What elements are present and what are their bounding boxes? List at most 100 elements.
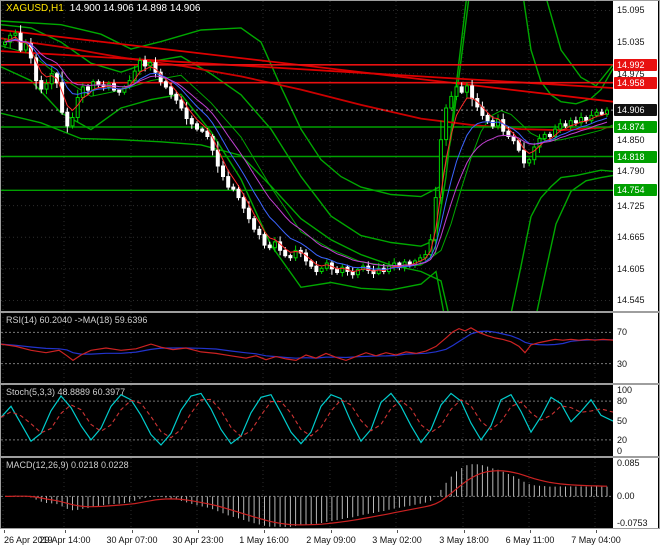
time-axis[interactable]: 26 Apr 2019 29 Apr 14:00 30 Apr 07:00 30 Ap… [1,530,659,550]
time-tick [464,530,465,533]
stochastic-canvas[interactable] [1,385,613,456]
rsi-axis[interactable]: 70 30 [613,313,658,383]
candle-body [464,85,469,93]
rsi-panel: 70 30 RSI(14) 60.2040 ->MA(18) 59.6396 [1,313,659,383]
candle-body [34,57,39,82]
time-tick [4,530,5,533]
chart-ohlc-quote: 14.900 14.906 14.898 14.906 [69,3,201,14]
time-label: 29 Apr 14:00 [39,535,91,545]
stoch-scale-label: 20 [617,435,628,445]
candle-body [584,117,589,122]
candle-body [454,86,459,97]
stoch-scale-label: 0 [617,446,623,456]
candle-body [314,265,319,273]
candle-body [179,99,184,109]
resistance-price-badge: 14.992 [614,59,657,71]
rsi-canvas[interactable] [1,313,613,383]
time-label: 3 May 02:00 [372,535,422,545]
candle-body [605,109,609,115]
candle-body [553,128,558,138]
price-grid-label: 14.975 [617,69,645,79]
support-price-badge: 14.818 [614,151,657,163]
main-chart-panel: 15.095 15.035 14.975 14.850 14.790 14.725 14.6… [1,1,659,311]
candle-body [44,83,49,90]
time-label: 26 Apr 2019 [4,535,53,545]
candle-body [241,197,246,209]
candle-body [267,244,272,249]
candle-body [490,120,495,127]
rsi-scale-label: 70 [617,327,628,337]
candle-body [169,86,174,95]
price-axis[interactable]: 15.095 15.035 14.975 14.850 14.790 14.725 14.6… [613,1,658,311]
bollinger-band [1,112,613,311]
candle-body [438,139,443,199]
candle-body [86,86,90,91]
candle-body [527,159,532,164]
candle-body [236,188,241,199]
price-grid-label: 14.850 [617,135,645,145]
time-label: 2 May 09:00 [306,535,356,545]
candle-body [573,120,578,124]
candle-body [257,228,262,236]
candle-body [309,260,314,267]
candle-body [215,149,220,167]
candle-body [252,218,257,230]
candle-body [49,73,54,85]
time-tick [397,530,398,533]
candle-body [283,249,288,257]
macd-scale-label: 0.00 [617,491,635,501]
trendline[interactable] [1,29,613,103]
stochastic-axis[interactable]: 100 80 50 20 0 [613,385,658,456]
candle-body [506,130,511,137]
candle-body [80,86,85,98]
candle-body [428,239,433,256]
candle-body [137,60,142,72]
candle-body [143,60,148,67]
candle-body [189,118,194,125]
time-label: 30 Apr 23:00 [172,535,224,545]
candle-body [288,255,293,259]
rsi-ma-line [1,330,613,359]
macd-axis[interactable]: 0.085 0.00 -0.0753 [613,458,658,528]
time-label: 7 May 04:00 [571,535,621,545]
stochastic-title: Stoch(5,3,3) 48.8889 60.3977 [6,387,126,397]
candle-body [3,41,7,46]
candle-body [355,268,360,276]
candle-body [23,43,28,51]
candle-body [60,82,65,113]
rsi-title: RSI(14) 60.2040 ->MA(18) 59.6396 [6,315,148,325]
main-chart-canvas[interactable] [1,1,613,311]
candle-body [148,62,153,67]
time-tick [198,530,199,533]
candle-body [195,123,199,130]
macd-scale-label: -0.0753 [617,518,648,528]
candle-body [272,241,277,249]
candle-body [319,267,324,272]
resistance-price-badge: 14.958 [614,77,657,89]
macd-canvas[interactable] [1,458,613,528]
time-label: 30 Apr 07:00 [106,535,158,545]
candle-body [96,81,101,86]
candle-body [39,80,44,90]
candle-body [558,123,563,130]
candle-body [470,85,475,100]
trendline[interactable] [1,50,613,89]
fast-ma-line [4,39,608,267]
price-grid-label: 15.095 [617,5,645,15]
candle-body [231,186,236,190]
candle-body [485,114,490,122]
slow-ma-line [1,37,613,132]
price-grid-label: 14.725 [617,201,645,211]
fast-ma-line [4,38,608,270]
candle-body [444,107,449,141]
rsi-scale-label: 30 [617,359,628,369]
time-tick [132,530,133,533]
candle-body [221,165,225,177]
candle-body [65,111,70,127]
time-label: 3 May 18:00 [439,535,489,545]
candle-body [278,241,283,251]
price-grid-label: 15.035 [617,37,645,47]
candle-body [174,93,179,101]
support-price-badge: 14.874 [614,121,657,133]
candle-body [449,95,454,109]
